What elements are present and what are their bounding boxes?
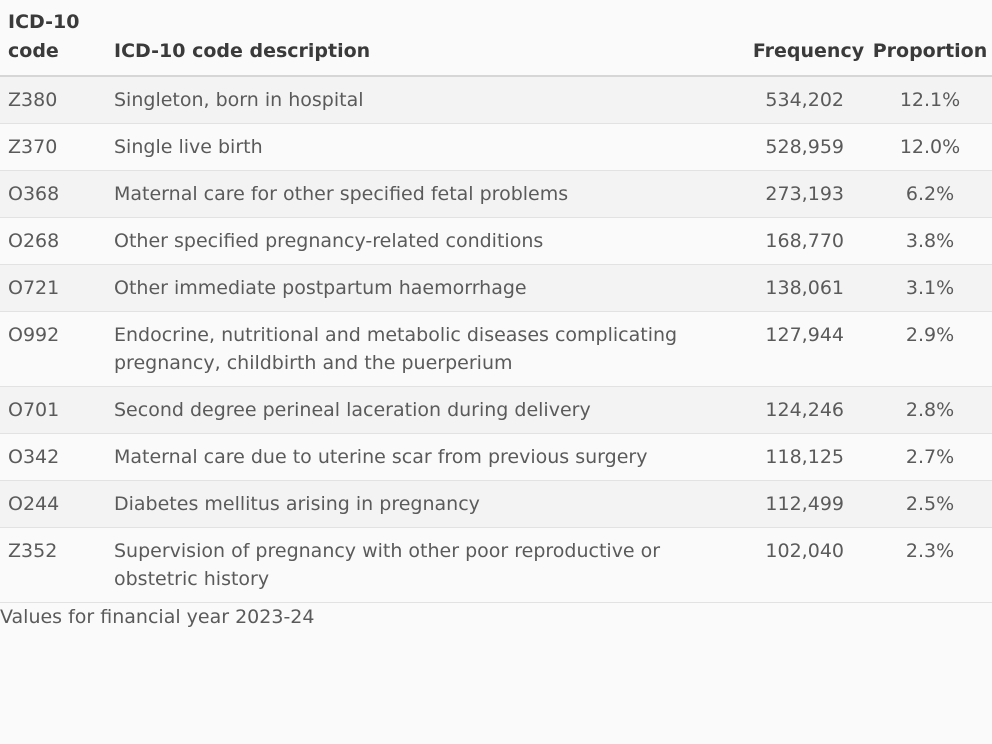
- cell-frequency: 528,959: [749, 124, 868, 171]
- cell-frequency: 273,193: [749, 171, 868, 218]
- table-row: O268 Other specified pregnancy-related c…: [0, 218, 992, 265]
- icd10-table-container: ICD-10 code ICD-10 code description Freq…: [0, 0, 992, 629]
- cell-proportion: 12.1%: [868, 76, 992, 124]
- cell-description: Other specified pregnancy-related condit…: [106, 218, 749, 265]
- cell-description: Endocrine, nutritional and metabolic dis…: [106, 312, 749, 387]
- table-row: Z370 Single live birth 528,959 12.0%: [0, 124, 992, 171]
- table-row: O244 Diabetes mellitus arising in pregna…: [0, 481, 992, 528]
- header-code: ICD-10 code: [0, 0, 106, 76]
- cell-proportion: 3.8%: [868, 218, 992, 265]
- cell-code: O992: [0, 312, 106, 387]
- table-row: Z352 Supervision of pregnancy with other…: [0, 528, 992, 603]
- table-row: O721 Other immediate postpartum haemorrh…: [0, 265, 992, 312]
- cell-frequency: 138,061: [749, 265, 868, 312]
- header-proportion: Proportion: [868, 0, 992, 76]
- table-row: O342 Maternal care due to uterine scar f…: [0, 434, 992, 481]
- cell-description: Maternal care due to uterine scar from p…: [106, 434, 749, 481]
- icd10-frequency-table: ICD-10 code ICD-10 code description Freq…: [0, 0, 992, 603]
- cell-frequency: 124,246: [749, 387, 868, 434]
- cell-code: O268: [0, 218, 106, 265]
- cell-description: Single live birth: [106, 124, 749, 171]
- cell-proportion: 12.0%: [868, 124, 992, 171]
- cell-proportion: 2.8%: [868, 387, 992, 434]
- cell-code: Z380: [0, 76, 106, 124]
- cell-code: Z352: [0, 528, 106, 603]
- cell-frequency: 102,040: [749, 528, 868, 603]
- cell-frequency: 168,770: [749, 218, 868, 265]
- cell-proportion: 6.2%: [868, 171, 992, 218]
- cell-code: O244: [0, 481, 106, 528]
- cell-code: Z370: [0, 124, 106, 171]
- cell-description: Supervision of pregnancy with other poor…: [106, 528, 749, 603]
- cell-code: O368: [0, 171, 106, 218]
- cell-description: Singleton, born in hospital: [106, 76, 749, 124]
- header-frequency: Frequency: [749, 0, 868, 76]
- cell-frequency: 112,499: [749, 481, 868, 528]
- header-row: ICD-10 code ICD-10 code description Freq…: [0, 0, 992, 76]
- cell-proportion: 2.7%: [868, 434, 992, 481]
- cell-code: O342: [0, 434, 106, 481]
- cell-code: O701: [0, 387, 106, 434]
- cell-proportion: 2.5%: [868, 481, 992, 528]
- cell-frequency: 534,202: [749, 76, 868, 124]
- cell-proportion: 2.9%: [868, 312, 992, 387]
- header-description: ICD-10 code description: [106, 0, 749, 76]
- table-caption: Values for financial year 2023-24: [0, 603, 992, 629]
- cell-description: Second degree perineal laceration during…: [106, 387, 749, 434]
- table-row: Z380 Singleton, born in hospital 534,202…: [0, 76, 992, 124]
- cell-description: Maternal care for other specified fetal …: [106, 171, 749, 218]
- table-header: ICD-10 code ICD-10 code description Freq…: [0, 0, 992, 76]
- cell-frequency: 127,944: [749, 312, 868, 387]
- table-body: Z380 Singleton, born in hospital 534,202…: [0, 76, 992, 603]
- table-row: O701 Second degree perineal laceration d…: [0, 387, 992, 434]
- cell-frequency: 118,125: [749, 434, 868, 481]
- cell-description: Other immediate postpartum haemorrhage: [106, 265, 749, 312]
- cell-proportion: 2.3%: [868, 528, 992, 603]
- table-row: O992 Endocrine, nutritional and metaboli…: [0, 312, 992, 387]
- cell-description: Diabetes mellitus arising in pregnancy: [106, 481, 749, 528]
- cell-code: O721: [0, 265, 106, 312]
- table-row: O368 Maternal care for other specified f…: [0, 171, 992, 218]
- cell-proportion: 3.1%: [868, 265, 992, 312]
